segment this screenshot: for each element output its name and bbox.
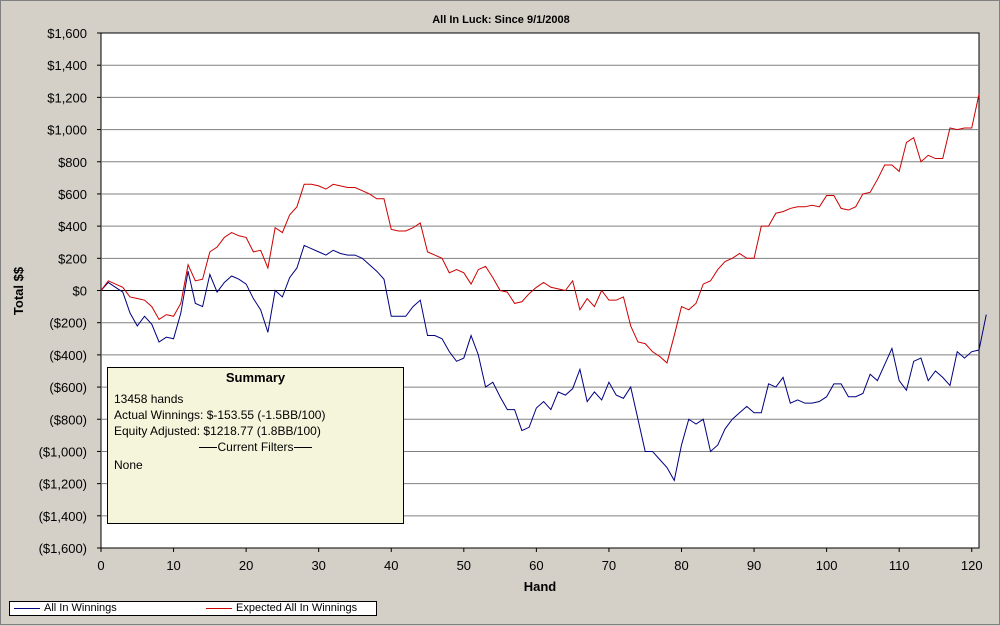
y-tick-label: ($1,600) <box>39 541 87 556</box>
summary-box: Summary 13458 hands Actual Winnings: $-1… <box>107 367 404 524</box>
series-line-all-in-winnings <box>100 244 987 482</box>
divider <box>199 447 218 449</box>
y-tick-label: ($600) <box>49 380 87 395</box>
y-axis-title: Total $$ <box>11 266 26 315</box>
x-tick-label: 80 <box>674 558 688 573</box>
y-tick-label: ($1,400) <box>39 509 87 524</box>
y-tick-label: $1,000 <box>47 123 87 138</box>
legend-swatch <box>206 607 232 609</box>
series-line-expected-all-in-winnings <box>100 94 980 364</box>
x-tick-label: 0 <box>97 558 104 573</box>
y-tick-label: ($400) <box>49 348 87 363</box>
legend-label: All In Winnings <box>44 602 117 614</box>
x-tick-label: 60 <box>529 558 543 573</box>
y-tick-label: $1,600 <box>47 26 87 41</box>
legend-label: Expected All In Winnings <box>236 602 358 614</box>
y-tick-label: ($1,200) <box>39 477 87 492</box>
legend-swatch <box>14 607 40 609</box>
summary-equity-adjusted: Equity Adjusted: $1218.77 (1.8BB/100) <box>114 424 321 438</box>
x-tick-label: 40 <box>384 558 398 573</box>
x-tick-label: 70 <box>602 558 616 573</box>
divider <box>293 447 312 449</box>
x-tick-label: 10 <box>166 558 180 573</box>
summary-title: Summary <box>225 370 286 385</box>
chart-title: All In Luck: Since 9/1/2008 <box>432 14 570 26</box>
x-tick-label: 120 <box>961 558 983 573</box>
legend-item-all-in-winnings: All In Winnings <box>14 602 117 615</box>
y-axis-ticks: $1,600 $1,400 $1,200 $1,000 $800 $600 $400 $200… <box>39 26 101 556</box>
summary-filters-label: Current Filters <box>217 440 294 454</box>
y-tick-label: ($800) <box>49 412 87 427</box>
y-tick-label: $0 <box>73 284 87 299</box>
y-tick-label: $1,400 <box>47 58 87 73</box>
x-tick-label: 90 <box>747 558 761 573</box>
x-axis-ticks: 0 10 20 30 40 50 60 70 80 90 100 110 120 <box>97 548 983 573</box>
y-tick-label: ($200) <box>49 316 87 331</box>
x-tick-label: 50 <box>457 558 471 573</box>
x-tick-label: 30 <box>311 558 325 573</box>
y-tick-label: $400 <box>58 219 87 234</box>
legend: All In Winnings Expected All In Winnings <box>9 601 377 616</box>
summary-filters-heading: Current Filters <box>114 439 397 455</box>
x-tick-label: 100 <box>816 558 838 573</box>
y-tick-label: ($1,000) <box>39 444 87 459</box>
series-lines <box>100 94 987 482</box>
summary-hands: 13458 hands <box>114 392 184 406</box>
x-axis-title: Hand <box>524 579 557 594</box>
summary-filters-value: None <box>114 458 143 472</box>
x-tick-label: 20 <box>239 558 253 573</box>
y-tick-label: $800 <box>58 155 87 170</box>
legend-item-expected-all-in-winnings: Expected All In Winnings <box>206 602 357 615</box>
y-tick-label: $1,200 <box>47 90 87 105</box>
y-tick-label: $200 <box>58 251 87 266</box>
x-tick-label: 110 <box>889 558 910 573</box>
summary-actual-winnings: Actual Winnings: $-153.55 (-1.5BB/100) <box>114 408 326 422</box>
y-tick-label: $600 <box>58 187 87 202</box>
